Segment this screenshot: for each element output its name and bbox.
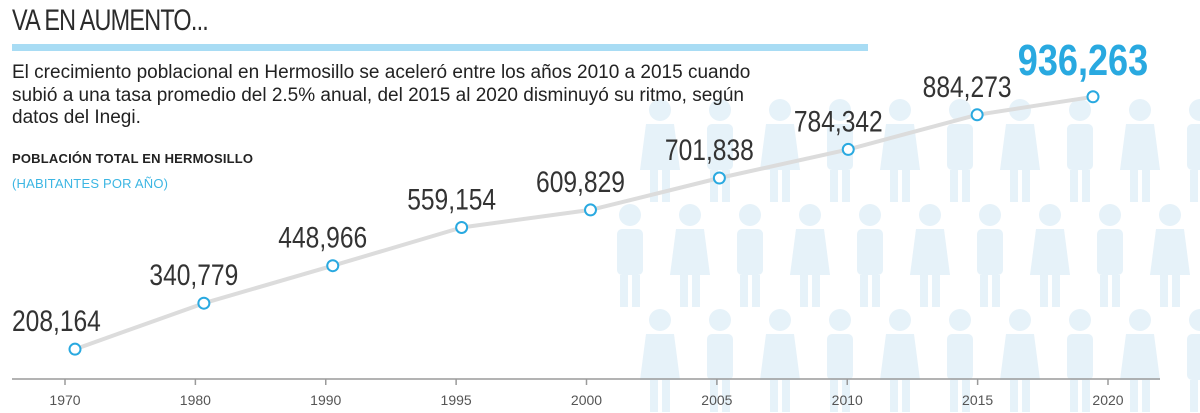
person-silhouette-icon [1187,99,1200,202]
data-label: 340,779 [149,258,238,292]
person-silhouette-icon [760,309,800,412]
person-silhouette-icon [640,99,680,202]
person-silhouette-icon [1120,99,1160,202]
person-silhouette-icon [827,309,853,412]
x-tick-label: 1995 [441,392,472,408]
person-silhouette-icon [617,204,643,307]
chart-description: El crecimiento poblacional en Hermosillo… [12,62,751,128]
person-silhouette-icon [857,204,883,307]
person-silhouette-icon [880,309,920,412]
person-silhouette-icon [1097,204,1123,307]
x-tick-label: 1980 [180,392,211,408]
person-silhouette-icon [1150,204,1190,307]
person-silhouette-icon [947,99,973,202]
chart-subtitle: POBLACIÓN TOTAL EN HERMOSILLO [12,151,254,166]
person-silhouette-icon [880,99,920,202]
person-silhouette-icon [707,309,733,412]
person-silhouette-icon [790,204,830,307]
population-series-line [74,94,1094,352]
person-silhouette-icon [1187,309,1200,412]
data-point-marker [712,171,726,185]
person-silhouette-icon [1030,204,1070,307]
x-tick-label: 1970 [49,392,80,408]
person-silhouette-icon [1067,309,1093,412]
data-label: 448,966 [278,220,367,254]
data-label: 784,342 [794,104,883,138]
data-label: 559,154 [407,182,496,216]
person-silhouette-icon [827,99,853,202]
person-silhouette-icon [1067,99,1093,202]
data-point-marker [455,220,469,234]
data-label-highlight: 936,263 [1018,35,1148,84]
person-silhouette-icon [1120,309,1160,412]
title-underline-bar [12,44,868,51]
data-point-marker [841,142,855,156]
x-tick-label: 2010 [832,392,863,408]
data-label: 208,164 [12,304,101,338]
data-point-marker [326,259,340,273]
x-tick-label: 2000 [571,392,602,408]
data-label: 609,829 [536,165,625,199]
data-label: 701,838 [665,133,754,167]
data-point-marker [1086,90,1100,104]
person-silhouette-icon [737,204,763,307]
person-silhouette-icon [977,204,1003,307]
person-silhouette-icon [760,99,800,202]
person-silhouette-icon [910,204,950,307]
person-silhouette-icon [707,99,733,202]
x-tick-label: 1990 [310,392,341,408]
data-point-marker [970,108,984,122]
data-point-marker [584,203,597,217]
data-point-marker [68,342,82,356]
person-silhouette-icon [670,204,710,307]
chart-unit-label: (HABITANTES POR AÑO) [12,176,169,191]
person-silhouette-icon [947,309,973,412]
page-title: VA EN AUMENTO... [12,4,209,37]
person-silhouette-icon [1000,309,1040,412]
person-silhouette-icon [640,309,680,412]
data-point-marker [197,296,211,310]
data-label: 884,273 [923,69,1012,103]
x-tick-label: 2020 [1092,392,1123,408]
x-tick-label: 2015 [962,392,993,408]
x-tick-label: 2005 [701,392,732,408]
